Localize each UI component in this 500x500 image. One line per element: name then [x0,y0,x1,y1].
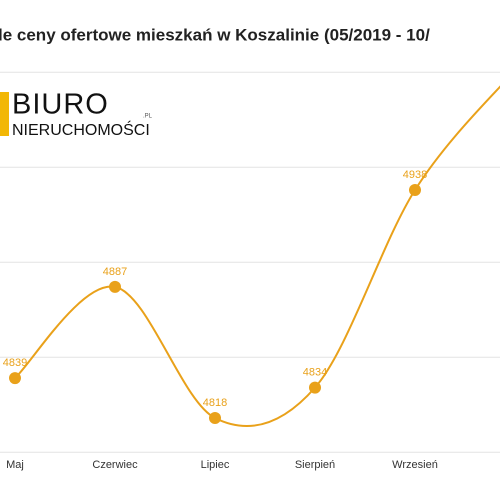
logo-suffix: .PL [143,114,153,120]
chart-title: le ceny ofertowe mieszkań w Koszalinie (… [0,25,430,44]
x-tick-label: Wrzesień [392,459,438,471]
x-tick-label: Sierpień [295,459,335,471]
logo-bar [0,92,9,136]
x-tick-label: Lipiec [201,459,230,471]
logo-name: BIURO [12,89,109,121]
data-label: 4818 [203,397,227,409]
data-label: 4839 [3,357,27,369]
data-label: 4938 [403,169,427,181]
x-tick-label: Czerwiec [92,459,138,471]
logo-sub: NIERUCHOMOŚCI [12,120,150,139]
point [109,280,121,293]
point [9,372,21,385]
series-line [14,85,500,428]
logo: BIURO .PL NIERUCHOMOŚCI [0,89,153,139]
x-tick-label: Maj [6,459,24,471]
data-label: 4887 [103,266,127,278]
data-label: 4834 [303,367,327,379]
point [209,412,221,424]
point [309,381,321,394]
point [409,184,421,196]
